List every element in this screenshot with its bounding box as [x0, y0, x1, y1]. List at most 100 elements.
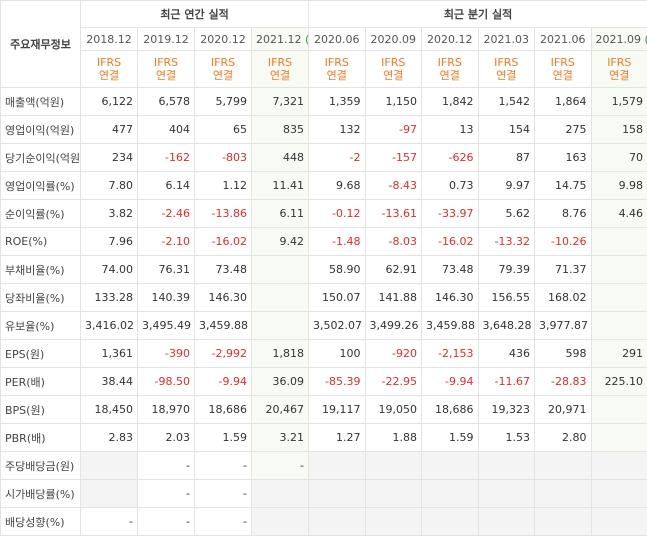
period-header: 2021.12 (E): [250, 27, 310, 51]
value: -33.97: [438, 207, 474, 220]
value: 3,416.02: [85, 319, 134, 332]
value: -: [186, 515, 190, 528]
value: 73.48: [442, 263, 474, 276]
value: -11.67: [494, 375, 531, 388]
value: -9.94: [218, 375, 247, 388]
row-label: 유보율(%): [0, 311, 81, 340]
value: 70: [629, 151, 644, 164]
value-cell: 141.88: [364, 283, 423, 312]
value-cell: 2.83: [80, 423, 138, 452]
basis-header: IFRS 연결: [477, 50, 536, 88]
value-cell: [308, 479, 366, 508]
row-label: 배당성향(%): [0, 507, 81, 536]
value: 3,977.87: [539, 319, 588, 332]
estimate-mark: (E): [305, 33, 308, 46]
value: 3,459.88: [199, 319, 248, 332]
value-cell: 1,864: [534, 87, 592, 116]
period-header: 2020.12: [194, 27, 252, 51]
basis-standard: IFRS: [550, 56, 575, 69]
value-cell: 1,361: [80, 339, 138, 368]
value-cell: 133.28: [80, 283, 138, 312]
period-header: 2018.12: [80, 27, 138, 51]
value: -626: [448, 151, 474, 164]
value-cell: 146.30: [421, 283, 479, 312]
value: 18,450: [94, 403, 134, 416]
value-cell: 79.39: [477, 255, 536, 284]
value: 598: [565, 347, 587, 360]
basis-scope: 연결: [383, 69, 404, 82]
value-cell: 1.59: [194, 423, 252, 452]
value: 20,971: [548, 403, 587, 416]
value: 7.80: [108, 179, 134, 192]
value: 404: [169, 123, 190, 136]
value-cell: 404: [137, 115, 195, 144]
row-label: 당좌비율(%): [0, 283, 81, 312]
value-cell: 3.21: [250, 423, 310, 452]
value-cell: -: [137, 451, 195, 480]
row-label: BPS(원): [0, 395, 81, 424]
value: 74.00: [101, 263, 134, 276]
basis-scope: 연결: [212, 69, 234, 82]
value: -9.94: [445, 375, 474, 388]
value: 13: [459, 123, 474, 136]
value: 2.83: [108, 431, 134, 444]
corner-header: 주요재무정보: [0, 0, 81, 88]
value-cell: [364, 479, 423, 508]
value-cell: 7.96: [80, 227, 138, 256]
value: 156.55: [491, 291, 531, 304]
value-cell: 9.68: [308, 171, 366, 200]
value-cell: [477, 451, 536, 480]
value: -16.02: [438, 235, 474, 248]
value: 5.62: [505, 207, 531, 220]
value-cell: -2,992: [194, 339, 252, 368]
value-cell: 100: [308, 339, 366, 368]
value-cell: 36.09: [250, 367, 310, 396]
value: 6,578: [158, 95, 191, 108]
value-cell: [590, 395, 647, 424]
value-cell: 163: [534, 143, 592, 172]
basis-header: IFRS 연결: [137, 50, 195, 88]
value-cell: 38.44: [80, 367, 138, 396]
data-row: 당좌비율(%) 133.28 140.39 146.30 150.07 141.88 146…: [0, 283, 647, 312]
data-row: 시가배당률(%) - -: [0, 479, 647, 508]
row-label: 당기순이익(억원): [0, 143, 81, 172]
basis-scope: 연결: [496, 69, 517, 82]
value-cell: 598: [534, 339, 592, 368]
value-cell: 76.31: [137, 255, 195, 284]
value: 5,799: [215, 95, 248, 108]
value: -0.12: [332, 207, 361, 220]
value-cell: -13.32: [477, 227, 536, 256]
value-cell: [250, 479, 310, 508]
value: 14.75: [555, 179, 587, 192]
value-cell: 3,459.88: [421, 311, 479, 340]
value: -13.32: [494, 235, 531, 248]
value: 11.41: [272, 179, 305, 192]
value-cell: 5.62: [477, 199, 536, 228]
value-cell: 19,117: [308, 395, 366, 424]
value-cell: 156.55: [477, 283, 536, 312]
basis-scope: 연결: [269, 69, 291, 82]
value: -13.86: [211, 207, 247, 220]
value-cell: -: [194, 479, 252, 508]
value: 1.59: [449, 431, 474, 444]
value: 76.31: [158, 263, 191, 276]
value-cell: [421, 451, 479, 480]
value-cell: 3.82: [80, 199, 138, 228]
value-cell: 6,578: [137, 87, 195, 116]
value-cell: 13: [421, 115, 479, 144]
period-header: 2021.09 (E): [590, 27, 647, 51]
data-row: EPS(원) 1,361 -390 -2,992 1,818 100 -920 -2,153 4…: [0, 339, 647, 368]
value: -16.02: [211, 235, 247, 248]
value-cell: 1,818: [250, 339, 310, 368]
value-cell: -390: [137, 339, 195, 368]
value: -2,992: [211, 347, 247, 360]
value: -13.61: [381, 207, 418, 220]
value-cell: -9.94: [421, 367, 479, 396]
value: 146.30: [208, 291, 248, 304]
value-cell: -16.02: [194, 227, 252, 256]
value: 100: [339, 347, 361, 360]
value-cell: 18,450: [80, 395, 138, 424]
basis-header: IFRS 연결: [590, 50, 647, 88]
value: -98.50: [154, 375, 190, 388]
basis-header: IFRS 연결: [80, 50, 138, 88]
